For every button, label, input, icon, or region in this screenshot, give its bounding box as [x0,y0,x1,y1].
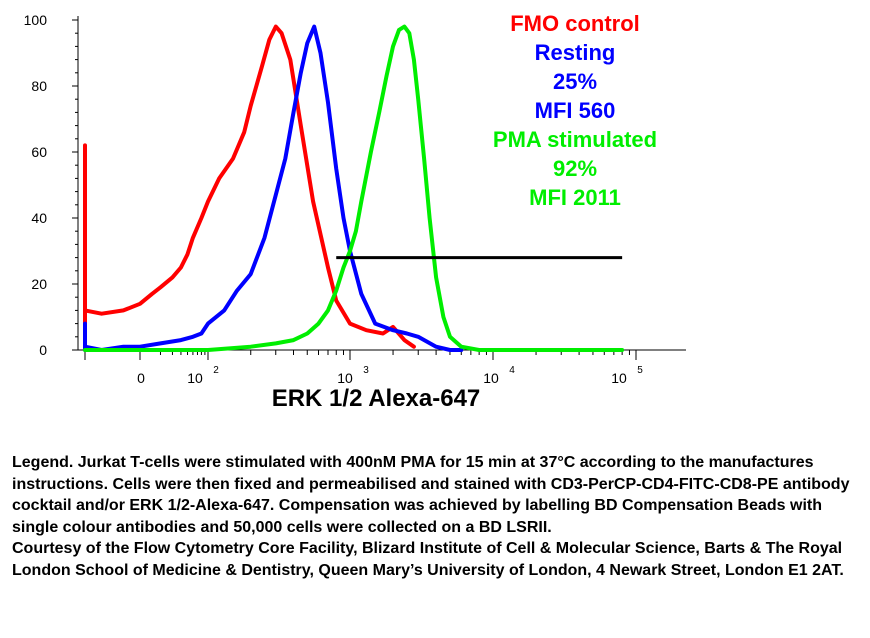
x-axis: 0 10 2 10 3 10 4 10 5 [78,349,686,386]
y-tick-label: 60 [31,144,47,160]
y-tick-label: 0 [39,342,47,358]
x-tick-exponent: 5 [637,365,643,376]
y-tick-label: 20 [31,276,47,292]
annotation-text: MFI 2011 [529,185,621,210]
series-line-3 [83,24,625,352]
annotation-text: 92% [553,156,597,181]
series-line-1 [83,24,416,349]
x-tick-exponent: 4 [509,365,515,376]
y-tick-label: 80 [31,78,47,94]
annotation-text: PMA stimulated [493,127,657,152]
x-tick-label: 10 [337,370,353,386]
y-tick-label: 100 [24,12,48,28]
legend-paragraph: Legend. Jurkat T-cells were stimulated w… [12,454,850,536]
x-tick-label: 0 [137,370,145,386]
series-layer [83,24,625,352]
annotation-layer: FMO control Resting 25% MFI 560 PMA stimulat… [493,11,657,210]
x-axis-title: ERK 1/2 Alexa-647 [272,385,481,412]
figure-legend: Legend. Jurkat T-cells were stimulated w… [12,452,864,581]
x-tick-label: 10 [483,370,499,386]
x-tick-exponent: 2 [213,365,219,376]
credit-paragraph: Courtesy of the Flow Cytometry Core Faci… [12,540,844,579]
annotation-text: Resting [535,40,616,65]
y-axis: 0 20 40 60 80 100 [24,12,79,358]
x-tick-label: 10 [187,370,203,386]
series-line-2 [83,24,464,352]
x-tick-label: 10 [611,370,627,386]
histogram-chart: 0 20 40 60 80 100 0 10 2 10 3 10 4 10 5 FMO control Re… [24,10,688,412]
annotation-text: MFI 560 [535,98,616,123]
plot-area [78,10,688,350]
annotation-text: 25% [553,69,597,94]
annotation-text: FMO control [510,11,640,36]
x-tick-exponent: 3 [363,365,369,376]
y-tick-label: 40 [31,210,47,226]
